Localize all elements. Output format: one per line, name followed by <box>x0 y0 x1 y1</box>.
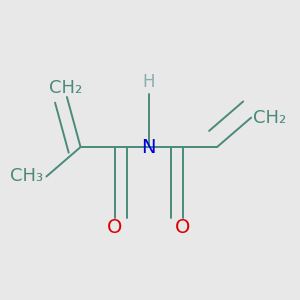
Text: CH₂: CH₂ <box>253 109 286 127</box>
Text: CH₂: CH₂ <box>49 79 82 97</box>
Text: N: N <box>142 138 156 157</box>
Text: O: O <box>107 218 122 237</box>
Text: H: H <box>142 73 155 91</box>
Text: O: O <box>175 218 190 237</box>
Text: CH₃: CH₃ <box>10 167 43 185</box>
